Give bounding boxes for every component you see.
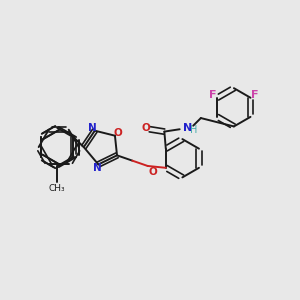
Text: O: O — [113, 128, 122, 138]
Text: H: H — [190, 125, 197, 135]
Text: CH₃: CH₃ — [49, 184, 66, 193]
Text: F: F — [209, 90, 217, 100]
Text: N: N — [88, 123, 97, 133]
Text: F: F — [251, 90, 259, 100]
Text: O: O — [141, 123, 150, 133]
Text: N: N — [183, 123, 192, 134]
Text: N: N — [93, 163, 102, 173]
Text: O: O — [148, 167, 157, 176]
